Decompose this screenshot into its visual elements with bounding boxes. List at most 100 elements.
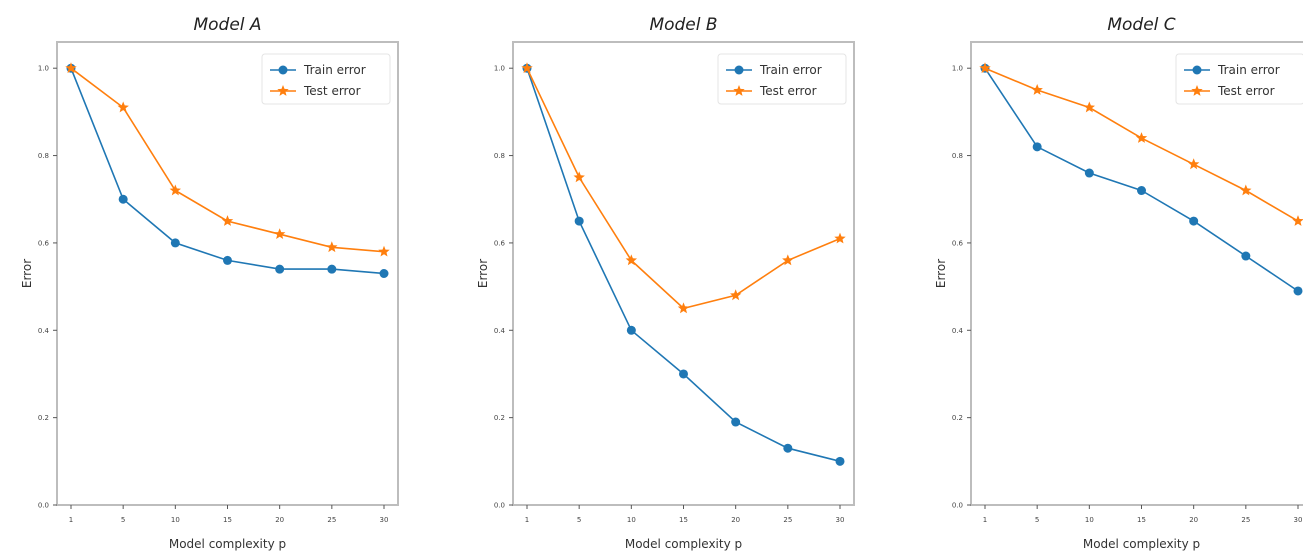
data-point-test-error	[677, 302, 690, 314]
data-point-train-error	[1084, 168, 1094, 178]
data-point-test-error	[169, 184, 181, 196]
y-tick-label: 0.0	[952, 502, 963, 510]
y-tick-label: 0.8	[494, 152, 505, 160]
data-point-train-error	[835, 456, 845, 466]
chart-title: Model A	[193, 15, 261, 35]
x-tick-label: 1	[69, 516, 73, 524]
data-point-train-error	[379, 269, 389, 278]
data-point-train-error	[275, 264, 285, 274]
legend-label: Test error	[759, 84, 817, 98]
legend-label: Test error	[1217, 84, 1275, 98]
data-point-train-error	[1032, 142, 1042, 152]
data-point-train-error	[223, 255, 232, 265]
legend-label: Train error	[1217, 63, 1280, 77]
y-axis-label: Error	[934, 259, 948, 288]
legend-label: Train error	[759, 63, 822, 77]
y-tick-label: 0.2	[952, 414, 963, 422]
y-tick-label: 1.0	[494, 65, 505, 73]
data-point-train-error	[170, 238, 180, 248]
data-point-test-error	[378, 245, 390, 257]
data-point-test-error	[625, 254, 637, 266]
data-point-train-error	[118, 194, 128, 204]
y-tick-label: 1.0	[38, 65, 49, 73]
data-point-train-error	[731, 417, 741, 427]
x-axis-label: Model complexity p	[625, 537, 742, 551]
x-tick-label: 10	[627, 516, 636, 524]
y-tick-label: 0.6	[38, 239, 50, 247]
data-point-test-error	[117, 101, 129, 113]
data-point-train-error	[1189, 216, 1199, 226]
x-tick-label: 25	[327, 516, 336, 524]
x-axis-label: Model complexity p	[169, 537, 286, 551]
data-point-test-error	[1292, 215, 1303, 226]
data-point-test-error	[573, 171, 585, 183]
legend-marker	[1191, 85, 1203, 96]
y-tick-label: 0.0	[494, 502, 505, 510]
data-point-test-error	[979, 62, 991, 74]
x-tick-label: 30	[1294, 516, 1303, 524]
y-axis-label: Error	[20, 259, 34, 288]
data-point-train-error	[783, 443, 793, 453]
data-point-test-error	[521, 62, 533, 74]
data-point-test-error	[834, 232, 846, 244]
legend-marker	[733, 85, 745, 96]
panel-3: Model C0.00.20.40.60.81.01 5 10 15 20 25 30Mod…	[934, 15, 1303, 551]
chart-title: Model C	[1107, 15, 1175, 35]
x-tick-label: 20	[275, 516, 284, 524]
legend-label: Test error	[303, 84, 361, 98]
y-tick-label: 0.0	[38, 502, 49, 510]
x-tick-label: 5	[577, 516, 581, 524]
legend-marker	[734, 65, 744, 75]
data-point-test-error	[326, 241, 338, 253]
y-axis-label: Error	[476, 259, 490, 288]
panel-1: Model A0.00.20.40.60.81.01 5 10 15 20 25 30Mod…	[20, 15, 399, 551]
x-axis-label: Model complexity p	[1083, 537, 1200, 551]
data-point-train-error	[1137, 186, 1146, 196]
data-point-test-error	[274, 228, 286, 239]
data-point-train-error	[679, 369, 688, 379]
x-tick-label: 1	[525, 516, 529, 524]
y-tick-label: 0.2	[494, 414, 505, 422]
data-point-test-error	[730, 289, 742, 301]
data-point-test-error	[782, 254, 794, 266]
legend-label: Train error	[303, 63, 366, 77]
x-tick-label: 20	[1189, 516, 1198, 524]
plot-frame	[56, 41, 399, 506]
data-point-test-error	[65, 62, 77, 74]
x-tick-label: 15	[679, 516, 688, 524]
data-point-test-error	[1083, 101, 1095, 113]
y-tick-label: 0.8	[952, 152, 963, 160]
data-point-train-error	[626, 325, 636, 335]
y-tick-label: 0.6	[494, 239, 506, 247]
chart-title: Model B	[649, 15, 717, 35]
data-point-test-error	[1188, 158, 1200, 170]
x-tick-label: 5	[121, 516, 125, 524]
x-tick-label: 20	[731, 516, 740, 524]
data-point-test-error	[1240, 184, 1252, 196]
y-tick-label: 0.2	[38, 414, 49, 422]
plot-frame	[512, 41, 855, 506]
x-tick-label: 15	[1137, 516, 1146, 524]
y-tick-label: 1.0	[952, 65, 963, 73]
legend-marker	[277, 85, 289, 96]
legend-marker	[1192, 65, 1202, 75]
data-point-train-error	[1241, 251, 1251, 261]
x-tick-label: 1	[983, 516, 987, 524]
y-tick-label: 0.6	[952, 239, 964, 247]
data-point-test-error	[221, 215, 234, 226]
data-point-train-error	[1293, 286, 1303, 296]
y-tick-label: 0.4	[952, 327, 964, 335]
x-tick-label: 15	[223, 516, 232, 524]
panel-2: Model B0.00.20.40.60.81.01 5 10 15 20 25 30Mod…	[476, 15, 855, 551]
y-tick-label: 0.8	[38, 152, 49, 160]
x-tick-label: 30	[836, 516, 845, 524]
x-tick-label: 5	[1035, 516, 1039, 524]
data-point-train-error	[327, 264, 337, 274]
x-tick-label: 25	[783, 516, 792, 524]
legend-marker	[278, 65, 288, 75]
data-point-test-error	[1031, 84, 1043, 95]
data-point-test-error	[1135, 132, 1148, 143]
x-tick-label: 30	[380, 516, 389, 524]
x-tick-label: 10	[1085, 516, 1094, 524]
